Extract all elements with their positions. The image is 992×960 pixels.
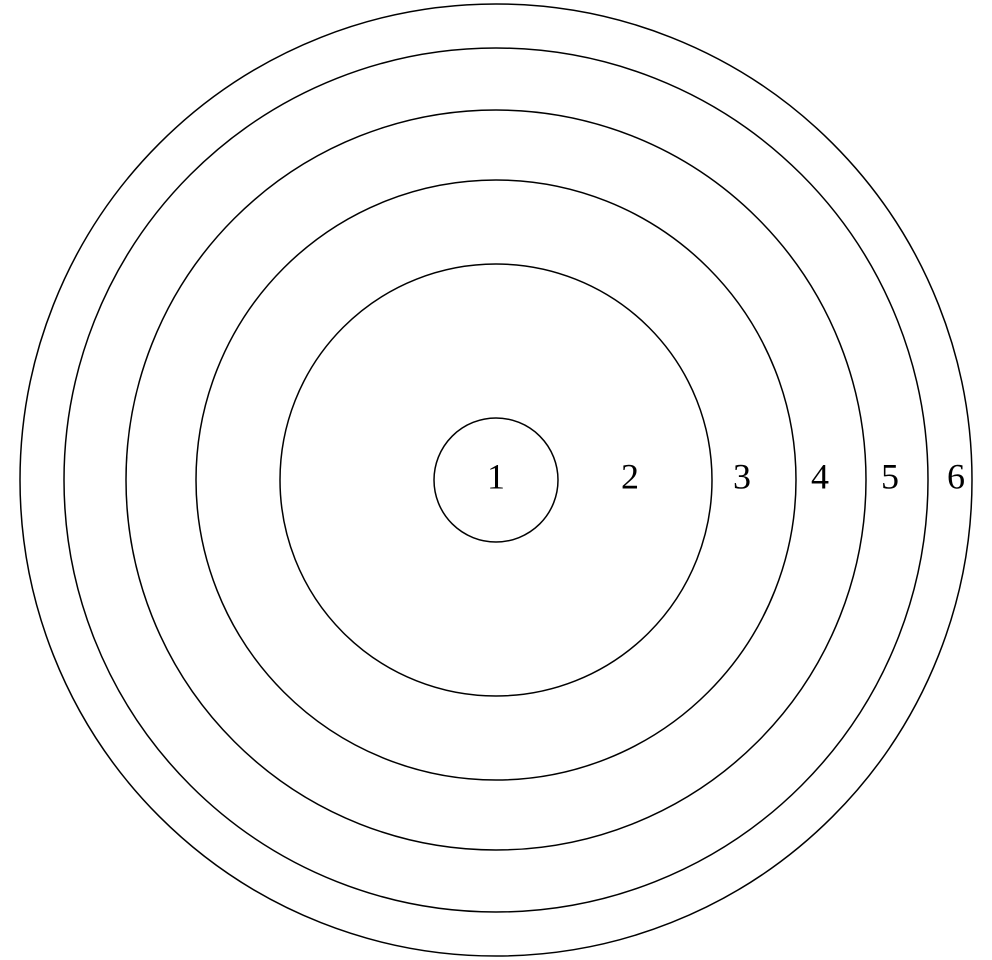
labels-group: 1 2 3 4 5 6 xyxy=(487,456,965,496)
ring-label-5: 5 xyxy=(881,456,899,496)
ring-label-2: 2 xyxy=(621,456,639,496)
ring-label-4: 4 xyxy=(811,456,829,496)
ring-label-3: 3 xyxy=(733,456,751,496)
concentric-diagram: 1 2 3 4 5 6 xyxy=(0,0,992,960)
ring-label-6: 6 xyxy=(947,456,965,496)
ring-label-1: 1 xyxy=(487,456,505,496)
